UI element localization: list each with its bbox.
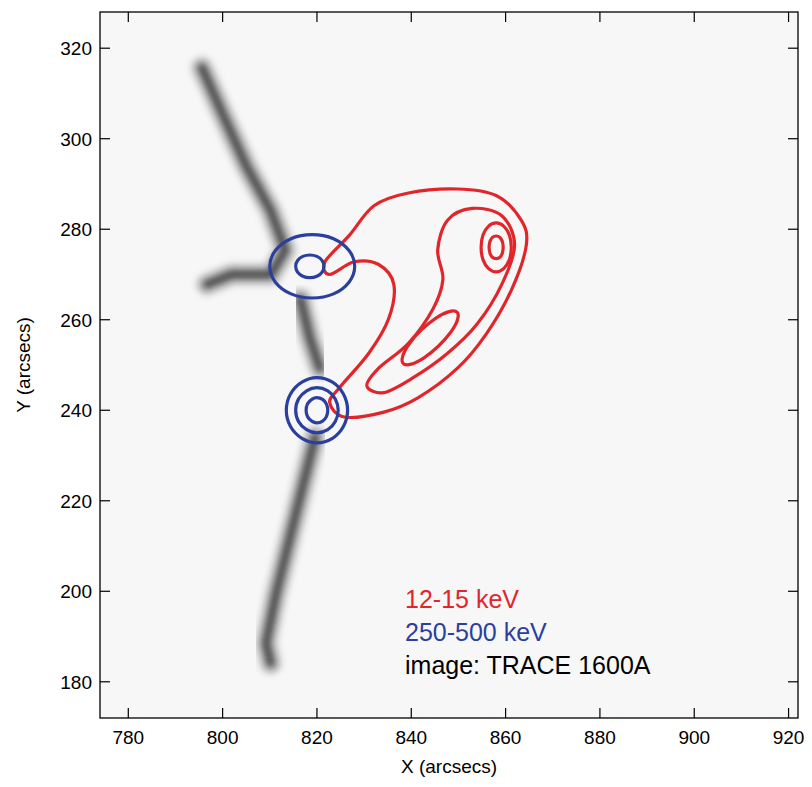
x-tick-label: 820 (301, 727, 333, 748)
x-tick-top (316, 12, 317, 22)
y-tick-label: 220 (60, 491, 92, 512)
y-tick (100, 591, 110, 592)
y-tick-label: 180 (60, 672, 92, 693)
y-axis-title: Y (arcsecs) (13, 317, 34, 413)
x-tick (411, 708, 412, 718)
y-tick-label: 240 (60, 400, 92, 421)
contour-group (324, 189, 527, 418)
y-tick-right (788, 229, 798, 230)
x-axis-title: X (arcsecs) (401, 756, 497, 777)
contour (402, 311, 458, 365)
x-tick-label: 800 (207, 727, 239, 748)
x-tick (599, 708, 600, 718)
y-tick (100, 500, 110, 501)
x-tick (694, 708, 695, 718)
y-tick-right (788, 410, 798, 411)
x-tick (788, 708, 789, 718)
legend-entry: 250-500 keV (405, 618, 547, 646)
contour (489, 236, 503, 259)
ribbon (300, 299, 319, 368)
y-tick-right (788, 48, 798, 49)
legend: 12-15 keV 250-500 keV image: TRACE 1600A (405, 585, 651, 679)
contour-group (270, 235, 355, 443)
plot-background (100, 12, 798, 718)
contour (324, 189, 527, 418)
contour (367, 208, 515, 393)
y-tick (100, 681, 110, 682)
x-tick-label: 860 (490, 727, 522, 748)
x-tick (222, 708, 223, 718)
plot-frame (100, 12, 798, 718)
y-tick-label: 300 (60, 129, 92, 150)
y-tick-right (788, 500, 798, 501)
y-tick-label: 200 (60, 581, 92, 602)
trace-image (202, 68, 320, 664)
ribbon-halo (266, 437, 315, 663)
contour (286, 378, 347, 443)
contour (481, 223, 511, 272)
y-tick (100, 229, 110, 230)
y-tick-label: 260 (60, 310, 92, 331)
contour (296, 255, 324, 278)
chart: 780 800 820 840 860 880 900 920 180 200 220 240 260 2… (0, 0, 812, 787)
y-tick (100, 48, 110, 49)
x-tick-top (599, 12, 600, 22)
x-tick (128, 708, 129, 718)
ribbon (266, 437, 315, 663)
y-tick-right (788, 138, 798, 139)
x-tick-label: 880 (584, 727, 616, 748)
x-tick-label: 780 (112, 727, 144, 748)
x-tick-label: 840 (395, 727, 427, 748)
x-tick-top (694, 12, 695, 22)
x-tick-top (128, 12, 129, 22)
y-tick (100, 410, 110, 411)
y-tick-label: 320 (60, 38, 92, 59)
legend-entry: 12-15 keV (405, 585, 519, 613)
y-tick-right (788, 591, 798, 592)
y-tick (100, 319, 110, 320)
x-tick (316, 708, 317, 718)
y-tick-right (788, 681, 798, 682)
y-tick-label: 280 (60, 219, 92, 240)
contour (306, 398, 328, 423)
x-tick-top (222, 12, 223, 22)
x-tick (505, 708, 506, 718)
plot-area (202, 68, 527, 664)
x-tick-top (505, 12, 506, 22)
legend-entry: image: TRACE 1600A (405, 651, 651, 679)
x-tick-label: 900 (678, 727, 710, 748)
contour (296, 388, 339, 433)
y-tick (100, 138, 110, 139)
y-tick-right (788, 319, 798, 320)
contour (270, 235, 355, 298)
x-tick-top (788, 12, 789, 22)
x-tick-top (411, 12, 412, 22)
x-tick-label: 920 (773, 727, 805, 748)
ribbon-halo (300, 299, 319, 368)
